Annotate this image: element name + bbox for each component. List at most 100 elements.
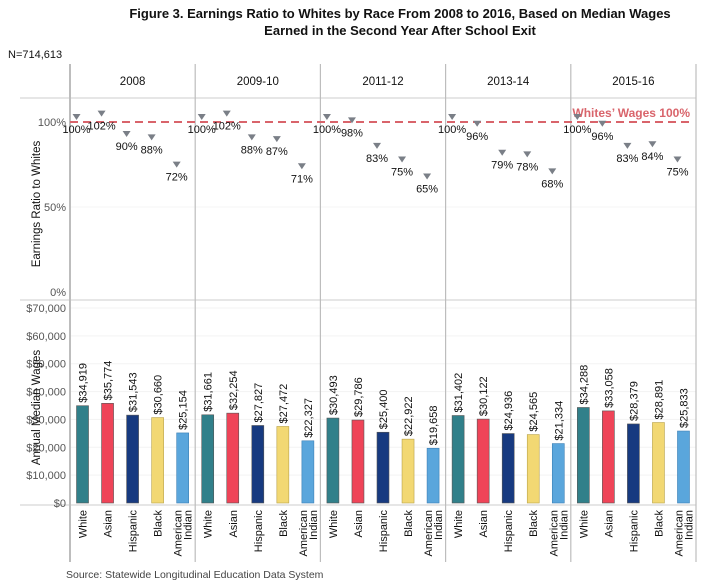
ratio-data-label: 65% [416, 184, 438, 196]
category-label-american-indian: Indian [308, 510, 320, 540]
wage-tick-label: $0 [54, 498, 66, 510]
ratio-data-label: 88% [241, 144, 263, 156]
ratio-axis-title: Earnings Ratio to Whites [31, 140, 43, 267]
category-label-white: White [578, 510, 590, 538]
bar-hispanic [251, 425, 265, 504]
ratio-data-label: 71% [291, 173, 313, 185]
bar-value-label: $28,891 [653, 380, 665, 420]
bar-value-label: $21,334 [553, 401, 565, 441]
bar-value-label: $25,833 [678, 388, 690, 428]
wage-tick-label: $60,000 [26, 331, 66, 343]
bar-value-label: $24,565 [528, 392, 540, 432]
category-label-black: Black [403, 510, 415, 537]
bar-american-indian [677, 430, 690, 504]
bar-asian [226, 412, 240, 504]
ratio-marker-white [573, 114, 582, 120]
ratio-marker-black [398, 156, 407, 163]
category-label-white: White [203, 510, 215, 538]
category-label-hispanic: Hispanic [253, 510, 265, 553]
bar-value-label: $19,658 [428, 405, 440, 445]
category-label-asian: Asian [228, 510, 240, 538]
bar-value-label: $31,543 [128, 372, 140, 412]
bar-value-label: $28,379 [628, 381, 640, 421]
ratio-marker-asian [97, 110, 106, 117]
panel-label-2013-14: 2013-14 [487, 76, 530, 88]
category-label-white: White [78, 510, 90, 538]
category-label-asian: Asian [353, 510, 365, 538]
bar-value-label: $30,122 [478, 376, 490, 416]
ratio-data-label: 96% [591, 131, 613, 143]
reference-line-label: Whites’ Wages 100% [572, 106, 690, 120]
category-label-american-indian: Indian [683, 510, 695, 540]
source-note: Source: Statewide Longitudinal Education… [66, 569, 324, 581]
ratio-data-label: 84% [641, 151, 663, 163]
ratio-data-label: 87% [266, 146, 288, 158]
wage-tick-label: $40,000 [26, 387, 66, 399]
ratio-marker-hispanic [122, 131, 131, 137]
plot-area: 2008 2009-10 2011-12 2013-14 2015-16 0% 50% 100… [20, 64, 697, 562]
bar-black [652, 422, 665, 504]
ratio-marker-black [523, 151, 532, 158]
ratio-data-label: 75% [391, 167, 413, 179]
ratio-data-label: 75% [666, 167, 688, 179]
ratio-marker-black [147, 134, 156, 141]
ratio-data-label: 79% [491, 160, 513, 172]
category-label-white: White [453, 510, 465, 538]
ratio-marker-hispanic [623, 142, 632, 149]
wage-tick-label: $70,000 [26, 303, 66, 315]
ratio-data-label: 96% [466, 131, 488, 143]
sample-size-note: N=714,613 [8, 49, 62, 61]
ratio-marker-american-indian [548, 168, 557, 175]
bar-asian [101, 403, 114, 504]
panel-label-2015-16: 2015-16 [612, 76, 654, 88]
bar-value-label: $31,661 [203, 372, 215, 412]
category-label-american-indian: Indian [183, 510, 195, 540]
ratio-data-label: 72% [166, 172, 188, 184]
ratio-marker-asian [598, 120, 607, 127]
bar-black [276, 426, 290, 504]
bar-white [201, 414, 215, 504]
bar-american-indian [551, 443, 565, 504]
ratio-tick-label: 50% [44, 202, 66, 214]
category-label-black: Black [653, 510, 665, 537]
category-label-asian: Asian [478, 510, 490, 538]
ratio-data-label: 88% [141, 144, 163, 156]
bar-american-indian [176, 432, 189, 504]
bar-value-label: $22,327 [303, 398, 315, 438]
category-label-hispanic: Hispanic [378, 510, 390, 553]
category-label-hispanic: Hispanic [628, 510, 640, 553]
bar-white [76, 405, 89, 504]
category-label-american-indian: American [298, 510, 310, 556]
ratio-data-label: 102% [87, 121, 115, 133]
ratio-marker-american-indian [673, 156, 682, 163]
panel-label-2009-10: 2009-10 [237, 76, 279, 88]
bar-black [526, 434, 540, 504]
category-label-black: Black [528, 510, 540, 537]
bar-value-label: $35,774 [103, 361, 115, 401]
category-label-american-indian: American [423, 510, 435, 556]
bar-white [577, 407, 590, 504]
bar-value-label: $27,472 [278, 384, 290, 424]
category-label-american-indian: American [673, 510, 685, 556]
category-label-hispanic: Hispanic [503, 510, 515, 553]
ratio-tick-label: 0% [50, 287, 66, 299]
bar-white [451, 415, 465, 504]
category-label-asian: Asian [603, 510, 615, 538]
bar-value-label: $34,288 [578, 365, 590, 405]
ratio-tick-label: 100% [38, 117, 66, 129]
bar-value-label: $31,402 [453, 373, 465, 413]
category-label-hispanic: Hispanic [128, 510, 140, 553]
bar-value-label: $24,936 [503, 391, 515, 431]
ratio-data-label: 100% [62, 124, 90, 136]
bar-value-label: $25,154 [178, 390, 190, 430]
ratio-data-label: 100% [188, 124, 216, 136]
ratio-data-label: 102% [213, 121, 241, 133]
bar-value-label: $30,493 [328, 375, 340, 415]
category-label-american-indian: American [548, 510, 560, 556]
ratio-data-label: 90% [116, 141, 138, 153]
wage-tick-label: $20,000 [26, 442, 66, 454]
bar-value-label: $32,254 [228, 370, 240, 410]
bar-hispanic [501, 433, 515, 504]
ratio-marker-asian [222, 110, 231, 117]
